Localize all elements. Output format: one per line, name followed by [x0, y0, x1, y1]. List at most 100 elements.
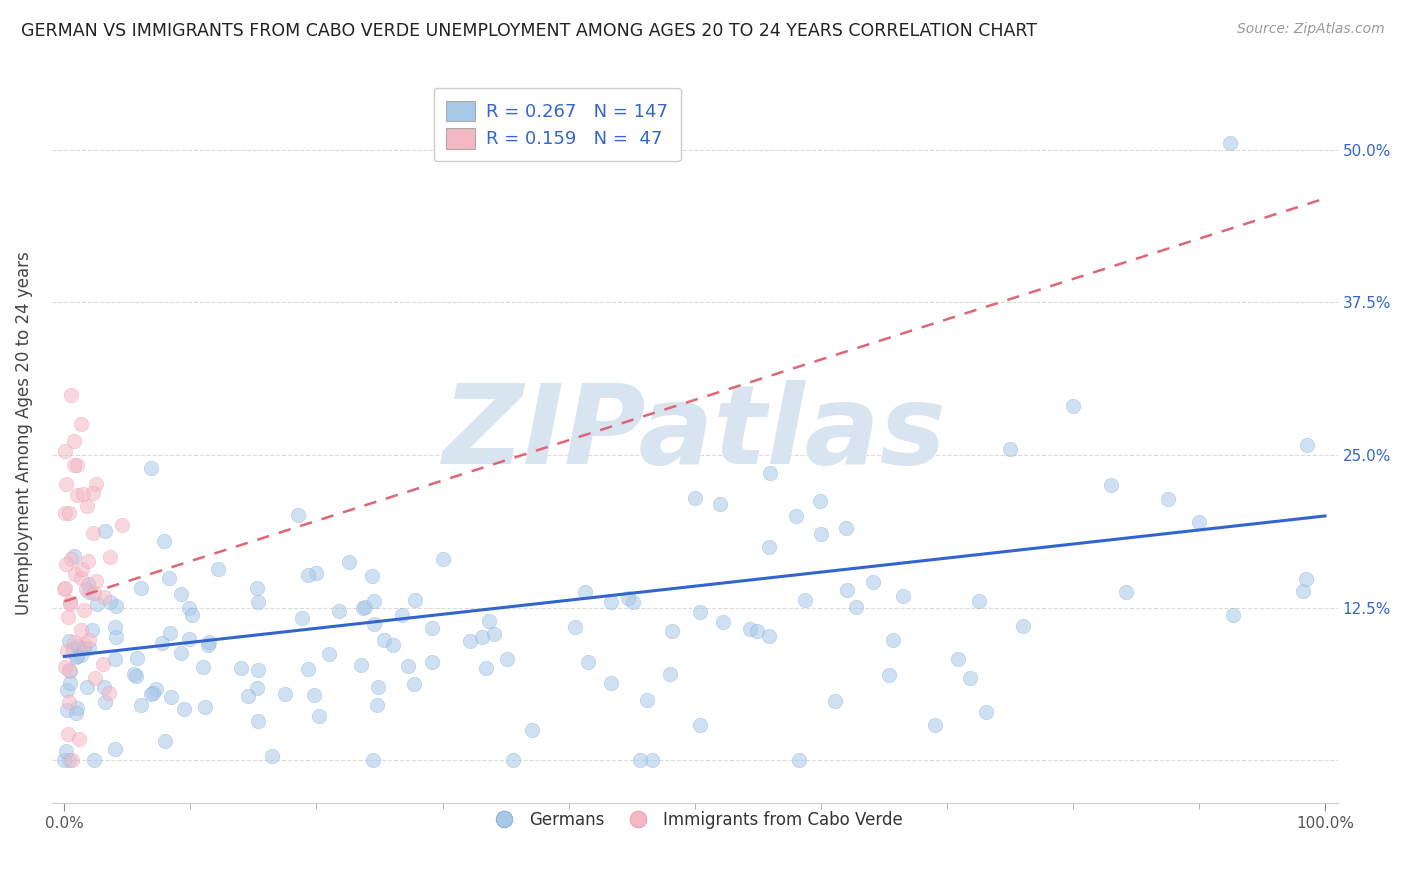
Point — [59, 676, 82, 690]
Point — [759, 466, 782, 480]
Point — [246, 681, 269, 696]
Point — [56, 644, 79, 658]
Point — [628, 753, 651, 767]
Point — [177, 601, 200, 615]
Point — [713, 615, 735, 629]
Point — [363, 594, 385, 608]
Point — [62, 641, 84, 656]
Point — [59, 664, 82, 678]
Point — [302, 688, 325, 702]
Point — [76, 500, 98, 514]
Point — [520, 723, 543, 737]
Point — [111, 518, 134, 533]
Point — [361, 753, 384, 767]
Point — [104, 630, 127, 644]
Point — [305, 566, 328, 580]
Point — [862, 574, 884, 589]
Point — [274, 687, 297, 701]
Point — [58, 663, 80, 677]
Point — [661, 624, 683, 639]
Point — [83, 753, 105, 767]
Point — [683, 491, 706, 505]
Point — [66, 700, 89, 714]
Point — [177, 632, 200, 646]
Point — [69, 571, 91, 585]
Point — [1292, 583, 1315, 598]
Point — [998, 442, 1021, 456]
Point — [70, 562, 93, 576]
Point — [73, 637, 96, 651]
Point — [197, 638, 219, 652]
Point — [1012, 619, 1035, 633]
Point — [835, 521, 858, 535]
Point — [636, 693, 658, 707]
Point — [246, 595, 269, 609]
Point — [66, 458, 89, 472]
Point — [420, 655, 443, 669]
Point — [810, 527, 832, 541]
Point — [122, 667, 145, 681]
Point — [77, 553, 100, 567]
Point — [382, 638, 405, 652]
Point — [157, 571, 180, 585]
Point — [747, 624, 769, 639]
Point — [76, 681, 98, 695]
Point — [354, 600, 377, 615]
Text: GERMAN VS IMMIGRANTS FROM CABO VERDE UNEMPLOYMENT AMONG AGES 20 TO 24 YEARS CORR: GERMAN VS IMMIGRANTS FROM CABO VERDE UNE… — [21, 22, 1038, 40]
Point — [72, 640, 94, 655]
Point — [246, 581, 269, 595]
Point — [83, 671, 105, 685]
Point — [150, 636, 173, 650]
Point — [77, 633, 100, 648]
Point — [1219, 136, 1241, 151]
Point — [59, 595, 82, 609]
Point — [104, 599, 127, 614]
Point — [366, 698, 388, 712]
Point — [207, 562, 229, 576]
Point — [70, 648, 93, 662]
Point — [70, 417, 93, 432]
Point — [65, 487, 87, 501]
Point — [77, 641, 100, 656]
Point — [599, 675, 621, 690]
Point — [86, 597, 108, 611]
Point — [104, 741, 127, 756]
Point — [56, 726, 79, 740]
Point — [291, 611, 314, 625]
Point — [709, 497, 731, 511]
Point — [1157, 491, 1180, 506]
Point — [145, 682, 167, 697]
Point — [337, 555, 360, 569]
Point — [58, 753, 80, 767]
Point — [297, 662, 319, 676]
Point — [758, 540, 780, 554]
Point — [373, 632, 395, 647]
Point — [180, 608, 202, 623]
Point — [260, 749, 283, 764]
Point — [658, 666, 681, 681]
Point — [67, 731, 90, 746]
Point — [328, 604, 350, 618]
Point — [63, 549, 86, 564]
Point — [787, 753, 810, 767]
Point — [55, 703, 77, 717]
Point — [170, 646, 193, 660]
Point — [93, 680, 115, 694]
Point — [142, 686, 165, 700]
Point — [363, 616, 385, 631]
Point — [77, 585, 100, 599]
Point — [86, 476, 108, 491]
Point — [198, 634, 221, 648]
Point — [153, 733, 176, 747]
Point — [124, 669, 146, 683]
Point — [967, 594, 990, 608]
Point — [475, 661, 498, 675]
Point — [959, 671, 981, 685]
Point — [420, 621, 443, 635]
Point — [1222, 607, 1244, 622]
Point — [59, 552, 82, 566]
Point — [55, 744, 77, 758]
Point — [574, 585, 596, 599]
Point — [891, 589, 914, 603]
Point — [170, 587, 193, 601]
